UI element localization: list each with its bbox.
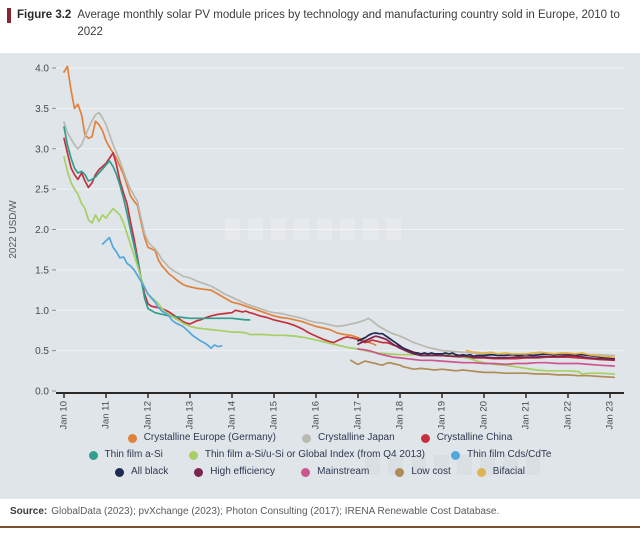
legend-item-mainstream: Mainstream [301, 467, 369, 477]
legend-label: Mainstream [317, 466, 370, 477]
y-tick-label: 3.5 [35, 104, 49, 115]
x-tick-label: Jan 23 [605, 401, 616, 430]
legend-item-high-efficiency: High efficiency [194, 467, 275, 477]
x-tick-label: Jan 17 [353, 401, 364, 430]
x-tick-label: Jan 14 [227, 401, 238, 430]
price-line-chart: 0.0 0.5 1.0 1.5 2.0 2.5 3.0 3.5 4.0 2022 USD/W Jan… [8, 64, 624, 430]
legend-swatch [395, 467, 405, 477]
series-line-thin-film-cds-cdte [101, 236, 223, 350]
source-text: GlobalData (2023); pvXchange (2023); Pho… [51, 506, 500, 517]
series-line-thin-film-a-si-u-si-or-global-index-from-q4-2013- [63, 155, 616, 375]
legend-label: Crystalline Europe (Germany) [143, 432, 276, 443]
legend-label: Low cost [411, 466, 451, 477]
legend-swatch [301, 433, 311, 443]
y-tick-label: 1.0 [35, 306, 49, 317]
legend-swatch [114, 467, 124, 477]
legend-label: Crystalline Japan [317, 432, 395, 443]
legend-label: All black [130, 466, 169, 477]
legend-item-crystalline-japan: Crystalline Japan [301, 432, 395, 443]
legend-swatch [301, 467, 311, 477]
chart-panel: 0.0 0.5 1.0 1.5 2.0 2.5 3.0 3.5 4.0 2022 USD/W Jan… [0, 53, 640, 499]
y-tick-label: 0.5 [35, 346, 49, 357]
series-line-thin-film-a-si [63, 126, 251, 321]
legend-swatch [450, 450, 460, 460]
x-tick-label: Jan 11 [101, 401, 112, 429]
series-line-all-black [357, 332, 616, 360]
legend-swatch [420, 433, 430, 443]
legend-label: Bifacial [492, 466, 526, 477]
x-tick-label: Jan 12 [143, 401, 154, 430]
series-line-bifacial [465, 349, 616, 358]
legend-label: Thin film a-Si/u-Si or Global Index (fro… [204, 449, 425, 460]
legend-swatch [194, 467, 204, 477]
x-tick-label: Jan 16 [311, 401, 322, 430]
x-tick-label: Jan 10 [59, 401, 70, 430]
figure-accent-bar [7, 8, 11, 23]
legend-item-all-black: All black [114, 466, 169, 477]
series-line-low-cost [350, 359, 616, 379]
source-label: Source: [10, 506, 48, 517]
series-line-high-efficiency [357, 335, 616, 361]
legend-item-crystalline-china: Crystalline China [420, 432, 513, 443]
legend-label: Thin film a-Si [104, 449, 163, 460]
legend-swatch [188, 450, 198, 460]
x-tick-label: Jan 15 [269, 401, 280, 430]
legend-row: Crystalline Europe (Germany) Crystalline … [127, 432, 513, 443]
x-tick-label: Jan 13 [185, 401, 196, 430]
legend-swatch [127, 433, 137, 443]
source-note: Source: GlobalData (2023); pvXchange (202… [10, 506, 499, 517]
legend-label: High efficiency [210, 466, 276, 477]
legend-label: Crystalline China [436, 432, 513, 443]
legend-row: Thin film a-Si Thin film a-Si/u-Si or Glo… [88, 449, 552, 460]
legend-swatch [476, 467, 486, 477]
legend-item-bifacial: Bifacial [476, 466, 526, 477]
figure-label: Figure 3.2 [17, 9, 72, 21]
series-line-mainstream [357, 348, 616, 367]
y-tick-label: 2.5 [35, 185, 49, 196]
y-tick-label: 0.0 [35, 387, 49, 398]
series-line-crystalline-europe-germany- [63, 65, 377, 346]
legend-item-thin-film-a-si: Thin film a-Si [88, 449, 163, 460]
legend-item-thin-film-cds-cdte: Thin film Cds/CdTe [450, 449, 552, 460]
series-line-crystalline-japan [63, 111, 616, 357]
chart-legend: Crystalline Europe (Germany) Crystalline … [0, 433, 640, 477]
y-axis-title: 2022 USD/W [8, 200, 19, 259]
x-tick-label: Jan 19 [437, 401, 448, 430]
legend-item-low-cost: Low cost [395, 466, 451, 477]
legend-item-crystalline-europe-germany-: Crystalline Europe (Germany) [127, 432, 276, 443]
bottom-divider [0, 526, 640, 528]
y-tick-label: 3.0 [35, 144, 49, 155]
legend-swatch [88, 450, 98, 460]
y-tick-label: 2.0 [35, 225, 49, 236]
legend-label: Thin film Cds/CdTe [466, 449, 552, 460]
x-tick-label: Jan 22 [563, 401, 574, 430]
figure-title: Figure 3.2 Average monthly solar PV modu… [0, 0, 640, 47]
legend-item-thin-film-a-si-u-si-or-global-index-from-q4-2013-: Thin film a-Si/u-Si or Global Index (fro… [188, 449, 425, 460]
x-tick-label: Jan 20 [479, 401, 490, 430]
y-tick-label: 1.5 [35, 265, 49, 276]
x-tick-label: Jan 21 [521, 401, 532, 430]
legend-row: All black High efficiency Mainstream Low co… [114, 466, 526, 477]
y-tick-label: 4.0 [35, 64, 49, 75]
x-tick-label: Jan 18 [395, 401, 406, 430]
figure-title-text: Average monthly solar PV module prices b… [77, 9, 620, 38]
